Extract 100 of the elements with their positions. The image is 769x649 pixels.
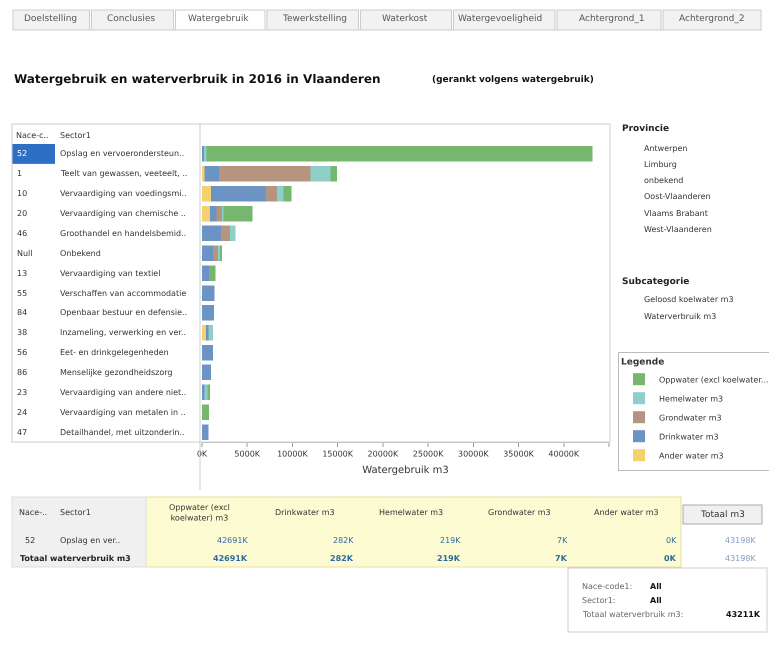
y2-tick-label: 56 xyxy=(17,348,28,357)
bar xyxy=(277,186,284,202)
text: West-Vlaanderen xyxy=(644,225,712,234)
y-tick-label: Teelt van gewassen, veeteelt, .. xyxy=(60,169,188,178)
y2-tick-label: 20 xyxy=(17,209,28,218)
text: Totaal m3 xyxy=(700,510,745,520)
x-tick-label: 25000K xyxy=(412,450,444,459)
text: 52 xyxy=(25,536,36,545)
text: Drinkwater m3 xyxy=(275,508,335,517)
bar xyxy=(265,186,278,202)
y2-tick-label: 38 xyxy=(17,328,28,337)
bar xyxy=(230,226,236,242)
text: Sector1: xyxy=(582,596,616,605)
text: Sector1 xyxy=(60,508,91,517)
legend-title: Legende xyxy=(621,358,664,368)
bar xyxy=(220,226,230,242)
text: Conclusies xyxy=(107,14,156,24)
bar xyxy=(202,384,205,400)
text: Nace-c.. xyxy=(16,131,49,140)
y2-tick-label: 10 xyxy=(17,189,28,198)
text: Grondwater m3 xyxy=(488,508,551,517)
text: Oppwater (excl koelwater) m3 xyxy=(169,503,230,522)
y2-tick-label: 24 xyxy=(17,408,28,417)
bar xyxy=(206,146,593,162)
text: All xyxy=(650,582,662,591)
bar xyxy=(224,206,253,222)
bar xyxy=(202,265,210,281)
y-tick-label: Openbaar bestuur en defensie.. xyxy=(60,308,188,317)
text: onbekend xyxy=(644,176,684,185)
text: Totaal waterverbruik m3 xyxy=(20,554,131,563)
text: Totaal waterverbruik m3: xyxy=(582,610,684,619)
y2-tick-label: 52 xyxy=(17,149,28,158)
text: 43198K xyxy=(725,536,756,545)
y-tick-label: Vervaardiging van voedingsmi.. xyxy=(60,189,187,198)
bar xyxy=(202,285,215,301)
bar xyxy=(330,166,337,182)
y2-tick-label: 84 xyxy=(17,308,28,317)
y2-tick-label: 23 xyxy=(17,388,28,397)
text: Sector1 xyxy=(60,131,91,140)
y-tick-label: Groothandel en handelsbemid.. xyxy=(60,229,186,238)
text: Geloosd koelwater m3 xyxy=(644,295,734,304)
text: Waterkost xyxy=(382,14,428,24)
text: Ander water m3 xyxy=(594,508,659,517)
bar xyxy=(202,344,213,360)
x-tick-label: 20000K xyxy=(368,450,399,459)
y-tick-label: Vervaardiging van metalen in .. xyxy=(60,408,186,417)
text: Achtergrond_1 xyxy=(579,14,645,24)
text: 7K xyxy=(555,554,568,563)
bar xyxy=(202,246,213,262)
text: All xyxy=(650,596,662,605)
y-tick-label: Inzameling, verwerking en ver.. xyxy=(60,328,186,337)
bar xyxy=(283,186,292,202)
text: 282K xyxy=(333,536,354,545)
bar xyxy=(202,404,210,420)
bar xyxy=(212,246,218,262)
text: Antwerpen xyxy=(644,144,688,153)
text: Doelstelling xyxy=(24,14,78,24)
x-tick-label: 5000K xyxy=(234,450,261,459)
y-tick-label: Opslag en vervoerondersteun.. xyxy=(60,149,184,158)
legend-label: Oppwater (excl koelwater... xyxy=(659,375,769,384)
y2-tick-label: 13 xyxy=(17,269,28,278)
bar xyxy=(202,424,208,440)
bar xyxy=(204,384,208,400)
bar xyxy=(310,166,330,182)
text: 219K xyxy=(437,554,461,563)
y-tick-label: Onbekend xyxy=(60,249,101,258)
bar xyxy=(211,186,266,202)
text: Opslag en ver.. xyxy=(60,536,120,545)
legend-label: Hemelwater m3 xyxy=(659,394,724,404)
x-tick-label: 30000K xyxy=(458,450,490,459)
bar xyxy=(207,384,210,400)
x-tick-label: 35000K xyxy=(503,450,535,459)
bar xyxy=(202,305,214,321)
bar xyxy=(208,324,213,340)
text: Waterverbruik m3 xyxy=(644,312,716,321)
bar xyxy=(202,186,212,202)
bar xyxy=(202,226,221,242)
y-tick-label: Menselijke gezondheidszorg xyxy=(60,368,172,377)
text: 282K xyxy=(330,554,354,563)
legend-label: Drinkwater m3 xyxy=(659,432,719,442)
x-tick-label: 15000K xyxy=(322,450,354,459)
text: Nace-code1: xyxy=(582,582,632,591)
bar xyxy=(209,265,216,281)
text: 43211K xyxy=(726,610,761,619)
text: Achtergrond_2 xyxy=(679,14,745,24)
chart-subtitle: (gerankt volgens watergebruik) xyxy=(432,75,594,85)
text: Hemelwater m3 xyxy=(379,508,444,517)
x-tick-label: 10000K xyxy=(277,450,309,459)
text: Tewerkstelling xyxy=(282,14,347,24)
y-tick-label: Eet- en drinkgelegenheden xyxy=(60,348,169,357)
text: Nace-.. xyxy=(19,508,48,517)
y-tick-label: Verschaffen van accommodatie xyxy=(60,289,186,298)
text: 0K xyxy=(666,536,678,545)
text: Provincie xyxy=(622,124,670,134)
text: 7K xyxy=(557,536,568,545)
text: Subcategorie xyxy=(622,277,690,287)
y2-tick-label: 55 xyxy=(17,289,28,298)
chart-title: Watergebruik en waterverbruik in 2016 in Vlaanderen xyxy=(14,72,380,86)
bar xyxy=(202,166,205,182)
x-tick-label: 40000K xyxy=(548,450,580,459)
